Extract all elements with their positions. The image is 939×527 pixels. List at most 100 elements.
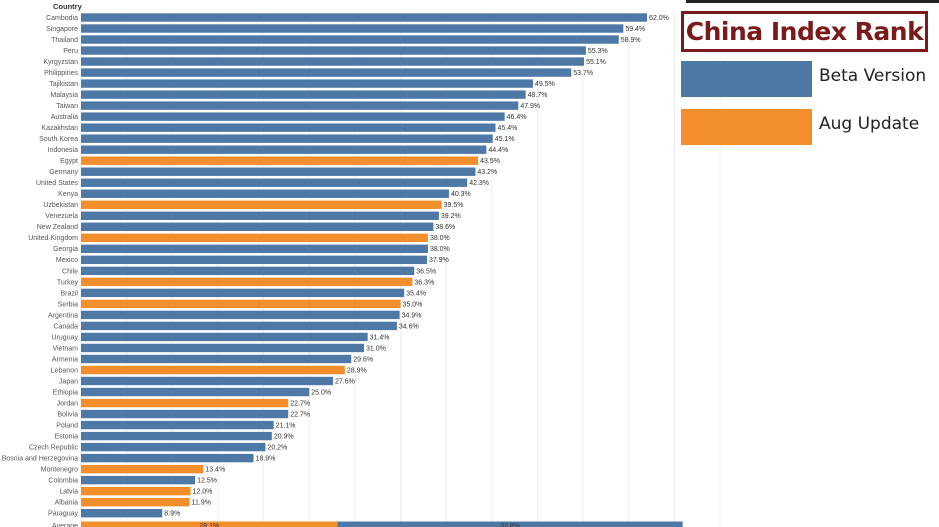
category-label: Canada [53,323,78,330]
value-label: 25.0% [311,389,331,396]
category-label: Colombia [48,478,78,485]
bar [81,442,266,452]
bar [81,24,624,33]
category-label: Paraguay [48,511,78,518]
bar [81,376,333,386]
category-label: Georgia [53,246,78,253]
category-label: Chile [62,268,78,275]
bar [81,123,496,132]
category-label: Vietnam [52,345,78,352]
category-label: United States [36,180,79,187]
value-label: 21.1% [276,422,296,429]
value-label: 40.3% [451,191,471,198]
category-label: Poland [56,422,78,429]
bar [81,420,274,430]
category-label: Latvia [59,489,78,496]
bar [81,354,352,364]
legend-swatch-beta [681,61,812,97]
bar [81,189,449,198]
category-label: South Korea [39,136,78,143]
value-label: 58.9% [621,37,641,44]
average-segment-label: 28.1% [199,523,219,527]
bar [81,167,476,176]
bar [81,68,572,77]
average-segment [337,521,683,527]
bar [81,57,585,66]
value-label: 20.2% [267,444,287,451]
value-label: 34.9% [402,312,422,319]
category-label: Albania [55,500,78,507]
value-label: 39.2% [441,213,461,220]
category-label: Japan [59,378,78,385]
value-label: 49.5% [535,81,555,88]
category-label: United Kingdom [28,235,78,242]
bar [81,35,619,44]
category-label: Australia [51,114,78,121]
value-label: 13.4% [205,467,225,474]
bar [81,409,289,419]
category-label: Tajikistan [49,81,78,88]
value-label: 20.9% [274,433,294,440]
category-label: Lebanon [51,367,78,374]
value-label: 12.0% [193,489,213,496]
value-label: 45.1% [495,136,515,143]
average-label: Average [52,523,78,527]
value-label: 47.9% [520,103,540,110]
value-label: 34.6% [399,323,419,330]
value-label: 8.9% [164,511,180,518]
category-label: Taiwan [56,103,78,110]
average-row: Average 28.1% 37.8% [52,521,683,527]
bar [81,343,365,353]
value-label: 31.4% [370,334,390,341]
bar [81,255,428,265]
bar [81,46,586,55]
category-label: Peru [63,48,78,55]
value-label: 27.6% [335,378,355,385]
value-label: 29.6% [353,356,373,363]
category-label: Bolivia [57,411,78,418]
bar [81,464,204,474]
value-label: 22.7% [290,411,310,418]
category-label: Argentina [48,312,78,319]
category-label: Turkey [57,279,79,286]
category-label: Indonesia [48,147,78,154]
category-label: Bosnia and Herzegovina [2,456,78,463]
category-label: Uruguay [52,334,79,341]
legend-label-beta: Beta Version [819,66,927,86]
bar [81,200,442,209]
value-label: 36.3% [414,279,434,286]
value-label: 59.4% [625,26,645,33]
bar [81,365,345,375]
value-label: 35.4% [406,290,426,297]
category-label: Jordan [57,400,79,407]
value-label: 18.9% [256,456,276,463]
bar [81,431,272,441]
category-label: Singapore [46,26,78,33]
value-label: 12.5% [197,478,217,485]
bar [81,156,479,165]
bar [81,398,289,408]
category-label: Montenegro [41,467,78,474]
bar [81,387,310,397]
bar [81,288,405,298]
average-segment [81,521,338,527]
average-segment-label: 37.8% [500,523,520,527]
category-label: Philippines [44,70,78,77]
category-label: Venezuela [45,213,78,220]
bar [81,134,493,143]
bar [81,332,368,342]
legend-title: China Index Rank [681,11,928,52]
bar [81,508,163,518]
bar [81,233,428,243]
value-label: 62.0% [649,15,669,22]
bar [81,112,505,121]
bar [81,321,397,331]
value-label: 38.0% [430,235,450,242]
category-label: Mexico [56,257,78,264]
category-label: Czech Republic [29,444,79,451]
bar [81,453,254,463]
category-label: Thailand [51,37,78,44]
category-header: Country [53,2,83,11]
value-label: 43.2% [477,169,497,176]
value-label: 45.4% [498,125,518,132]
